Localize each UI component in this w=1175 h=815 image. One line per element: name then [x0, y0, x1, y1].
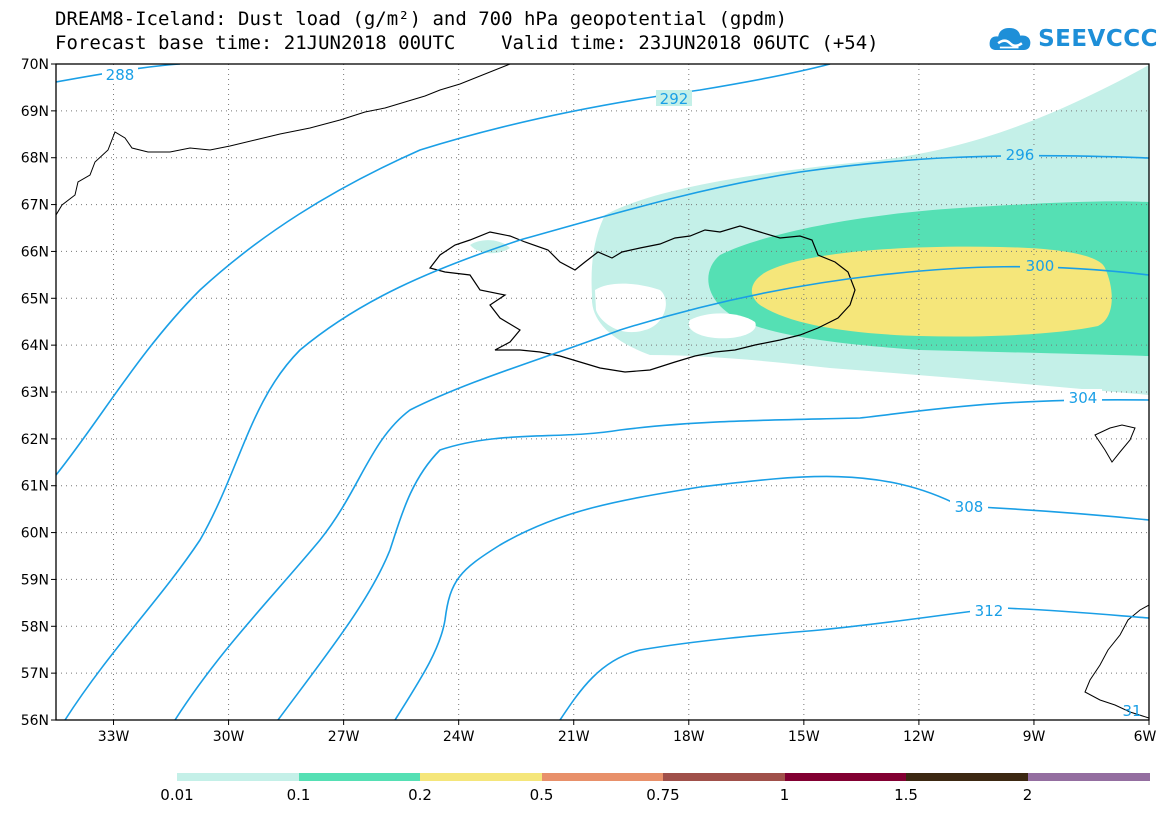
contour-308 [394, 475, 1149, 720]
colorbar-label: 2 [1022, 786, 1033, 804]
lat-tick-label: 69N [21, 104, 49, 120]
colorbar-segment [663, 773, 785, 781]
lat-tick-label: 60N [21, 526, 49, 542]
contour-label-288: 288 [106, 66, 135, 84]
contour-label-292: 292 [660, 90, 689, 108]
contour-296 [64, 154, 1149, 720]
lat-tick-label: 56N [21, 713, 49, 729]
lat-tick-label: 61N [21, 479, 49, 495]
greenland-coastline [56, 64, 511, 216]
colorbar-label: 1.5 [894, 786, 918, 804]
no-dust-patch [688, 313, 756, 339]
lon-tick-label: 18W [673, 729, 705, 745]
iceland-coastline [428, 225, 856, 373]
latitude-labels: 70N 69N 68N 67N 66N 65N 64N 63N 62N 61N 60N 59N 58N 5… [21, 57, 49, 729]
colorbar-label: 0.5 [529, 786, 554, 804]
colorbar-segment [784, 773, 907, 781]
chart-title: DREAM8-Iceland: Dust load (g/m²) and 700… [55, 8, 788, 30]
lat-tick-label: 63N [21, 385, 49, 401]
map-gridlines [56, 64, 1149, 720]
map-area: 288 292 296 300 304 308 312 31 [56, 64, 1149, 720]
contour-label-300: 300 [1026, 257, 1055, 275]
colorbar-segment [298, 773, 421, 781]
longitude-labels: 33W 30W 27W 24W 21W 18W 15W 12W 9W 6W [98, 729, 1157, 745]
lat-tick-label: 58N [21, 619, 49, 635]
contour-label-31x: 31 [1122, 702, 1141, 720]
contour-304 [277, 398, 1149, 720]
colorbar-segment [177, 773, 299, 781]
lon-tick-label: 30W [213, 729, 245, 745]
contour-label-312: 312 [975, 602, 1004, 620]
faroe-islands-coastline [1094, 424, 1136, 463]
lat-tick-label: 70N [21, 57, 49, 73]
contour-label-304: 304 [1069, 389, 1098, 407]
lat-tick-label: 66N [21, 244, 49, 260]
lat-tick-label: 68N [21, 151, 49, 167]
scotland-coastline [1084, 604, 1149, 719]
lat-tick-label: 64N [21, 338, 49, 354]
contour-label-308: 308 [955, 498, 984, 516]
colorbar-label: 0.1 [286, 786, 311, 804]
contour-300 [174, 265, 1149, 720]
axis-ticks [51, 63, 1150, 725]
colorbar-label: 0.75 [646, 786, 680, 804]
lon-tick-label: 27W [328, 729, 360, 745]
lon-tick-label: 6W [1134, 729, 1157, 745]
colorbar-label: 0.01 [160, 786, 194, 804]
lat-tick-label: 67N [21, 198, 49, 214]
colorbar-segment [420, 773, 542, 781]
cloud-logo-icon [989, 27, 1031, 51]
lon-tick-label: 33W [98, 729, 130, 745]
colorbar-segment [906, 773, 1028, 781]
contour-312 [559, 607, 1149, 720]
no-dust-patch [595, 283, 666, 333]
colorbar-label: 0.2 [408, 786, 432, 804]
contour-292 [56, 64, 831, 476]
colorbar-segment [1027, 773, 1150, 781]
chart-subtitle: Forecast base time: 21JUN2018 00UTC Vali… [55, 32, 879, 54]
lon-tick-label: 9W [1023, 729, 1046, 745]
colorbar-segment [541, 773, 664, 781]
geopotential-contours [56, 64, 1149, 720]
lat-tick-label: 62N [21, 432, 49, 448]
lon-tick-label: 21W [558, 729, 590, 745]
contour-label-296: 296 [1006, 146, 1035, 164]
seevccc-logo: SEEVCCC [988, 19, 1158, 59]
logo-text: SEEVCCC [1038, 26, 1158, 52]
lat-tick-label: 59N [21, 572, 49, 588]
lat-tick-label: 65N [21, 291, 49, 307]
lon-tick-label: 12W [903, 729, 935, 745]
lon-tick-label: 24W [443, 729, 475, 745]
lon-tick-label: 15W [788, 729, 820, 745]
lat-tick-label: 57N [21, 666, 49, 682]
colorbar-label: 1 [779, 786, 790, 804]
